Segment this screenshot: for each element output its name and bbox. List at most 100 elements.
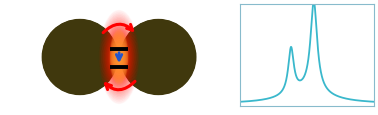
Circle shape [70,47,82,59]
Circle shape [51,28,107,84]
Circle shape [146,44,164,63]
Circle shape [123,22,193,92]
Circle shape [144,42,167,65]
Ellipse shape [115,48,123,67]
Circle shape [54,32,102,79]
Circle shape [52,29,105,82]
Circle shape [63,40,91,68]
Circle shape [48,26,109,87]
Circle shape [135,33,178,77]
Ellipse shape [108,31,130,84]
Circle shape [70,47,82,58]
Circle shape [45,23,114,91]
Circle shape [150,48,158,57]
Circle shape [60,37,95,72]
Ellipse shape [114,42,124,73]
Circle shape [130,29,185,83]
Circle shape [122,21,195,94]
Circle shape [121,21,195,94]
Circle shape [135,34,178,76]
Circle shape [124,23,192,91]
Circle shape [48,26,110,87]
Circle shape [73,50,78,55]
Ellipse shape [103,21,135,94]
Circle shape [53,31,103,80]
Circle shape [127,26,189,87]
Circle shape [67,44,86,63]
Circle shape [65,42,88,65]
Ellipse shape [109,34,129,80]
Circle shape [131,30,183,82]
Circle shape [122,22,194,93]
Circle shape [125,24,191,90]
Circle shape [141,39,170,69]
Circle shape [134,33,180,78]
Circle shape [73,49,79,56]
Circle shape [71,48,81,58]
Circle shape [151,49,158,56]
Ellipse shape [116,49,122,66]
Circle shape [74,51,77,53]
Circle shape [131,30,183,81]
Circle shape [152,50,156,54]
Ellipse shape [112,41,126,74]
Circle shape [61,38,94,71]
Circle shape [47,25,111,88]
Circle shape [44,22,115,92]
Circle shape [48,26,110,88]
Ellipse shape [105,24,133,91]
Circle shape [60,38,94,71]
Circle shape [122,22,194,92]
Ellipse shape [113,44,125,71]
Circle shape [65,42,89,66]
Circle shape [46,24,113,90]
Ellipse shape [118,56,120,59]
Circle shape [50,27,108,85]
Ellipse shape [115,47,124,68]
Circle shape [143,41,168,66]
Circle shape [138,37,174,73]
Ellipse shape [104,22,134,93]
Circle shape [64,41,90,67]
Ellipse shape [107,30,131,85]
Circle shape [153,51,155,53]
Circle shape [143,42,167,66]
Circle shape [129,28,186,85]
Circle shape [66,43,87,64]
Circle shape [128,27,186,85]
Circle shape [53,30,104,81]
Ellipse shape [115,45,123,70]
Circle shape [151,50,157,55]
Ellipse shape [116,51,122,64]
Circle shape [141,40,170,69]
Circle shape [67,44,86,63]
Circle shape [59,36,97,74]
Circle shape [146,45,163,62]
Circle shape [125,25,190,89]
Circle shape [132,31,182,80]
Circle shape [150,48,159,57]
Ellipse shape [117,53,121,62]
Circle shape [149,47,161,59]
Circle shape [46,23,113,90]
Circle shape [62,40,91,69]
Ellipse shape [114,45,124,70]
Circle shape [57,34,98,75]
Ellipse shape [118,54,120,61]
Circle shape [128,27,187,86]
Ellipse shape [113,40,125,75]
Circle shape [59,36,96,73]
Circle shape [56,34,99,76]
Circle shape [68,44,85,62]
Circle shape [73,50,79,55]
Circle shape [51,29,106,83]
Circle shape [133,32,180,79]
Circle shape [50,27,108,86]
Circle shape [43,21,117,94]
Ellipse shape [117,50,121,65]
Circle shape [56,33,101,78]
Circle shape [127,27,187,86]
Circle shape [132,31,181,80]
Circle shape [149,48,160,58]
Circle shape [140,39,171,70]
